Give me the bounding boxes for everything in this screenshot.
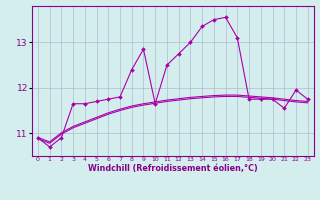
X-axis label: Windchill (Refroidissement éolien,°C): Windchill (Refroidissement éolien,°C) [88,164,258,173]
